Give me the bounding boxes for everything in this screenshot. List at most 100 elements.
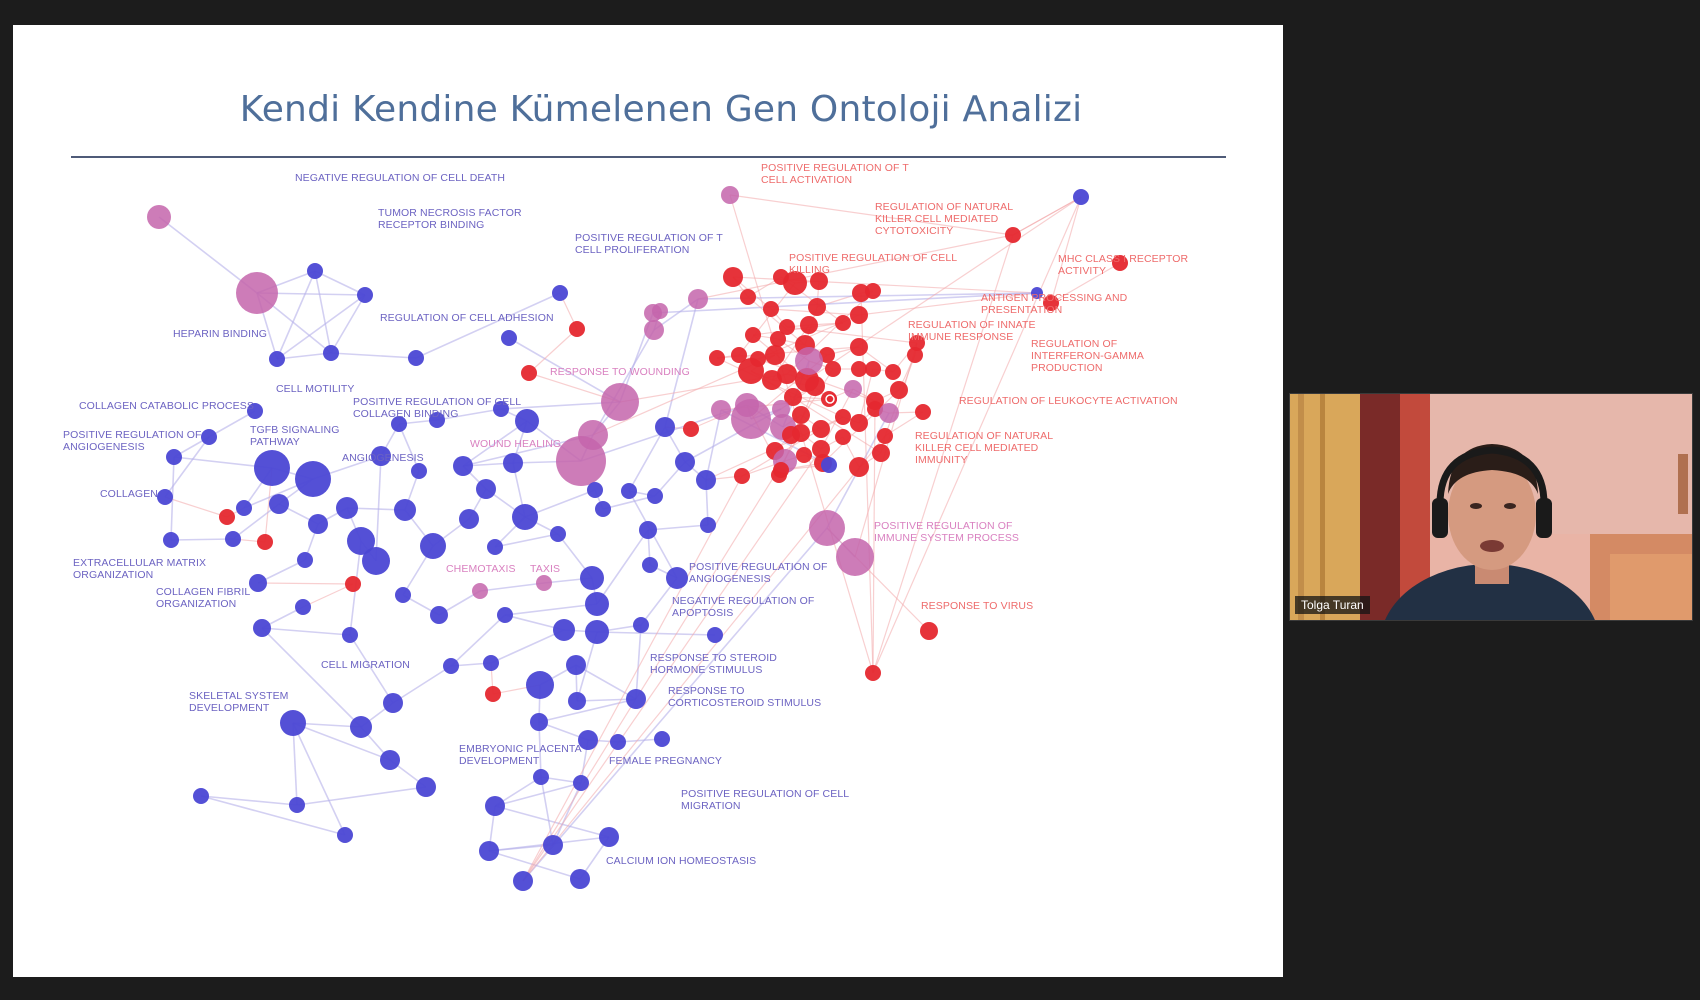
go-term-node-blue: [552, 285, 568, 301]
go-term-node-blue: [453, 456, 473, 476]
network-edge: [538, 698, 637, 723]
go-term-node-red: [734, 468, 750, 484]
network-edge: [858, 292, 1038, 316]
go-term-node-blue: [347, 527, 375, 555]
go-term-node-blue: [342, 627, 358, 643]
network-edge: [522, 432, 802, 882]
go-term-node-blue: [566, 655, 586, 675]
network-edge: [200, 795, 346, 836]
go-term-node-blue: [459, 509, 479, 529]
go-term-node-red: [850, 414, 868, 432]
network-edge: [170, 538, 234, 541]
go-term-label-line: CYTOTOXICITY: [875, 225, 953, 237]
go-term-node-pink: [688, 289, 708, 309]
network-edge: [716, 357, 844, 418]
go-term-node-blue: [163, 532, 179, 548]
go-term-node-red: [683, 421, 699, 437]
go-term-node-red: [782, 426, 800, 444]
network-edge: [164, 496, 228, 518]
go-term-node-blue: [236, 500, 252, 516]
go-term-node-blue: [487, 539, 503, 555]
go-term-node-red: [865, 361, 881, 377]
network-edge: [261, 627, 351, 636]
network-edge: [314, 270, 332, 354]
go-term-label: NEGATIVE REGULATION OF APOPTOSIS: [672, 595, 814, 619]
network-edge: [747, 296, 806, 346]
go-term-label: COLLAGEN: [100, 488, 158, 500]
go-term-label-line: REGULATION OF: [1031, 338, 1117, 350]
network-edge: [490, 629, 565, 664]
go-term-node-red: [345, 576, 361, 592]
network-edge: [292, 722, 346, 836]
go-term-node-red: [770, 331, 786, 347]
go-term-label-line: KILLER CELL MEDIATED: [915, 442, 1039, 454]
network-edge: [858, 368, 874, 424]
network-edge: [330, 294, 366, 354]
go-term-node-blue: [821, 457, 837, 473]
network-edge: [872, 400, 876, 674]
network-edge: [596, 529, 649, 605]
go-term-node-red: [920, 622, 938, 640]
go-term-label: FEMALE PREGNANCY: [609, 755, 722, 767]
go-term-label-line: REGULATION OF INNATE: [908, 319, 1036, 331]
go-term-node-red: [763, 301, 779, 317]
go-term-label-line: ANTIGEN PROCESSING AND: [981, 292, 1128, 304]
slide-title: Kendi Kendine Kümelenen Gen Ontoloji Ana…: [239, 89, 1083, 130]
go-term-node-red: [907, 347, 923, 363]
go-term-node-red: [783, 271, 807, 295]
go-term-node-blue: [1031, 287, 1043, 299]
go-term-node-blue: [416, 777, 436, 797]
go-term-node-blue: [201, 429, 217, 445]
go-term-node-blue: [483, 655, 499, 671]
network-edge: [164, 436, 210, 498]
go-term-label: REGULATION OF NATURAL KILLER CELL MEDIATE…: [875, 201, 1013, 237]
go-term-label-line: EMBRYONIC PLACENTA: [459, 743, 582, 755]
go-term-label: REGULATION OF INTERFERON-GAMMA PRODUCTION: [1031, 338, 1144, 374]
network-edge: [538, 721, 542, 778]
go-term-node-red: [915, 404, 931, 420]
go-term-label-line: TAXIS: [530, 563, 560, 575]
network-edge: [872, 196, 1082, 674]
go-term-label: POSITIVE REGULATION OF CELL MIGRATION: [681, 788, 849, 812]
go-term-label: COLLAGEN FIBRIL ORGANIZATION: [156, 586, 250, 610]
go-term-node-red: [765, 345, 785, 365]
go-term-label-line: CELL MIGRATION: [321, 659, 410, 671]
go-term-node-blue: [570, 869, 590, 889]
network-edge: [522, 475, 743, 882]
go-term-label: ANTIGEN PROCESSING AND PRESENTATION: [981, 292, 1128, 316]
participant-video-tile[interactable]: Tolga Turan: [1289, 393, 1693, 621]
go-term-node-red: [723, 267, 743, 287]
network-edge: [504, 603, 598, 616]
go-term-label: ANGIOGENESIS: [342, 452, 424, 464]
network-edge: [522, 527, 828, 882]
go-term-node-red: [779, 319, 795, 335]
go-term-node-red: [777, 364, 797, 384]
go-term-node-blue: [193, 788, 209, 804]
go-term-node-pink: [809, 510, 845, 546]
go-term-node-red: [485, 686, 501, 702]
go-term-node-blue: [585, 592, 609, 616]
go-term-node-blue: [580, 566, 604, 590]
go-term-node-blue: [280, 710, 306, 736]
network-edge: [602, 495, 656, 510]
pointer-cursor: [825, 394, 835, 404]
go-term-node-pink: [472, 583, 488, 599]
go-term-label-line: ORGANIZATION: [156, 598, 236, 610]
go-term-node-pink: [644, 320, 664, 340]
go-term-node-red: [773, 462, 789, 478]
go-term-node-blue: [295, 461, 331, 497]
go-term-label-line: PATHWAY: [250, 436, 300, 448]
title-divider: [71, 156, 1226, 158]
go-term-node-blue: [420, 533, 446, 559]
go-term-node-blue: [573, 775, 589, 791]
go-term-node-red: [812, 440, 830, 458]
go-term-label-line: ORGANIZATION: [73, 569, 153, 581]
go-term-label: EMBRYONIC PLACENTA DEVELOPMENT: [459, 743, 582, 767]
network-edge: [276, 294, 366, 360]
go-term-node-red: [810, 272, 828, 290]
go-term-label-line: HEPARIN BINDING: [173, 328, 267, 340]
go-term-node-red: [762, 370, 782, 390]
network-edge: [635, 624, 642, 700]
go-term-node-blue: [642, 557, 658, 573]
go-term-label-line: POSITIVE REGULATION OF CELL: [789, 252, 957, 264]
